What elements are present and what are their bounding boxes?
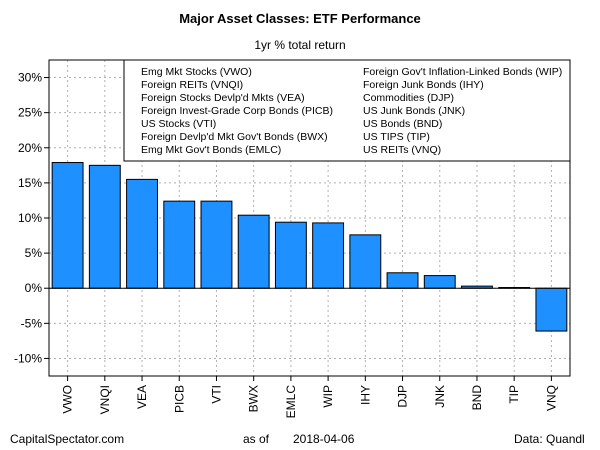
chart-title: Major Asset Classes: ETF Performance: [179, 11, 421, 26]
y-tick-label: 0%: [25, 281, 43, 295]
x-tick-label: VNQI: [98, 385, 112, 414]
bar-jnk: [423, 275, 456, 289]
as-of-label: as of: [243, 432, 270, 446]
y-tick-label: 25%: [18, 106, 42, 120]
legend-entry: Foreign Invest-Grade Corp Bonds (PICB): [141, 105, 333, 117]
x-tick-label: JNK: [433, 385, 447, 408]
x-tick-label: VNQ: [544, 385, 558, 411]
x-tick-label: PICB: [172, 385, 186, 413]
x-tick-label: VWO: [61, 385, 75, 414]
y-tick-label: -5%: [21, 316, 43, 330]
bar-vnqi: [88, 164, 121, 289]
bar-ihy: [349, 234, 382, 289]
bar-emlc: [274, 221, 307, 289]
legend-entry: Foreign Stocks Devlp'd Mkts (VEA): [141, 92, 305, 104]
x-tick-label: BND: [470, 385, 484, 411]
x-tick-label: VTI: [209, 385, 223, 404]
bar-vnq: [535, 287, 568, 332]
y-tick-label: 30%: [18, 71, 42, 85]
y-tick-label: 15%: [18, 176, 42, 190]
bar-djp: [386, 272, 419, 289]
legend-entry: US Bonds (BND): [363, 118, 442, 130]
legend-entry: Emg Mkt Stocks (VWO): [141, 66, 252, 78]
bar-wip: [312, 222, 345, 289]
x-tick-label: VEA: [135, 385, 149, 409]
x-tick-label: BWX: [247, 385, 261, 412]
bars: [51, 162, 568, 332]
source-label: CapitalSpectator.com: [10, 432, 125, 446]
bar-picb: [163, 200, 196, 289]
y-tick-label: 5%: [25, 246, 43, 260]
legend-entry: Foreign Devlp'd Mkt Gov't Bonds (BWX): [141, 131, 328, 143]
y-tick-label: -10%: [14, 351, 42, 365]
legend-entry: US Junk Bonds (JNK): [363, 105, 465, 117]
legend-entry: US TIPS (TIP): [363, 131, 430, 143]
plot-frame: [48, 59, 571, 377]
bar-vwo: [51, 162, 84, 289]
bar-vti: [200, 200, 233, 289]
axes: -10% -5% 0% 5% 10% 15% 20% 25% 30% VWO VNQI VEA PICB…: [14, 71, 558, 419]
legend: Emg Mkt Stocks (VWO)Foreign REITs (VNQI)…: [123, 59, 571, 162]
legend-entry: Foreign REITs (VNQI): [141, 79, 243, 91]
legend-entry: Commodities (DJP): [363, 92, 454, 104]
legend-entry: US REITs (VNQ): [363, 144, 441, 156]
y-tick-label: 20%: [18, 141, 42, 155]
legend-entry: Foreign Junk Bonds (IHY): [363, 79, 484, 91]
legend-entry: Foreign Gov't Inflation-Linked Bonds (WI…: [363, 66, 562, 78]
x-tick-label: IHY: [358, 385, 372, 405]
data-credit: Data: Quandl: [514, 432, 585, 446]
x-tick-label: TIP: [507, 385, 521, 404]
y-tick-label: 10%: [18, 211, 42, 225]
bar-vea: [126, 178, 158, 289]
x-tick-label: WIP: [321, 385, 335, 408]
x-tick-label: EMLC: [284, 385, 298, 419]
bar-bwx: [237, 214, 270, 289]
as-of-date: 2018-04-06: [293, 432, 355, 446]
legend-entry: Emg Mkt Gov't Bonds (EMLC): [141, 144, 281, 156]
legend-entry: US Stocks (VTI): [141, 118, 216, 130]
chart-subtitle: 1yr % total return: [254, 38, 346, 52]
x-tick-label: DJP: [396, 385, 410, 408]
